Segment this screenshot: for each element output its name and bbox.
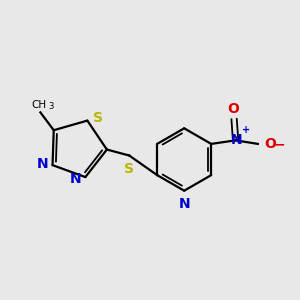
Text: +: + xyxy=(242,125,250,135)
Text: 3: 3 xyxy=(48,103,53,112)
Text: O: O xyxy=(228,102,239,116)
Text: O: O xyxy=(264,137,276,151)
Text: S: S xyxy=(124,162,134,176)
Text: N: N xyxy=(230,133,242,147)
Text: S: S xyxy=(93,111,103,124)
Text: N: N xyxy=(37,157,48,171)
Text: N: N xyxy=(178,197,190,211)
Text: N: N xyxy=(69,172,81,186)
Text: −: − xyxy=(274,137,285,152)
Text: CH: CH xyxy=(31,100,46,110)
